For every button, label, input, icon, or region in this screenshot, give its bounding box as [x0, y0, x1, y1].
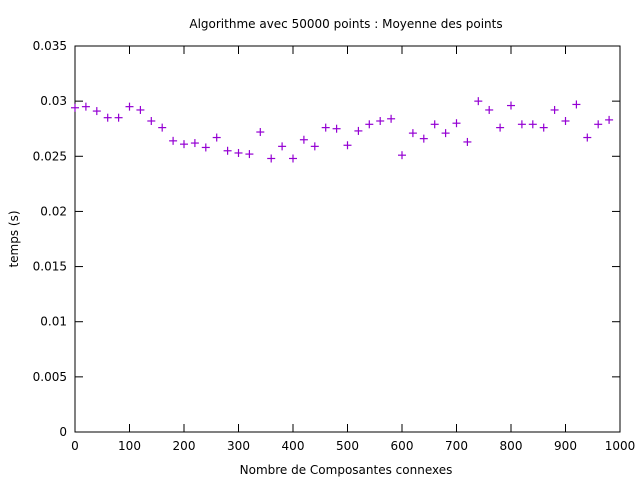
- y-tick-label: 0: [59, 425, 67, 439]
- y-axis-ticks: 0 0.005 0.01 0.015 0.02 0.025 0.03 0.035: [33, 39, 620, 439]
- data-point: [310, 142, 319, 151]
- data-point: [234, 148, 243, 157]
- data-point: [201, 143, 210, 152]
- data-point: [92, 107, 101, 116]
- data-points: [71, 97, 614, 163]
- data-point: [103, 113, 112, 122]
- x-tick-label: 700: [445, 439, 468, 453]
- data-point: [496, 123, 505, 132]
- data-point: [332, 124, 341, 133]
- data-point: [267, 154, 276, 163]
- data-point: [223, 146, 232, 155]
- data-point: [256, 128, 265, 137]
- data-point: [114, 113, 123, 122]
- data-point: [517, 120, 526, 129]
- y-tick-label: 0.015: [33, 260, 67, 274]
- x-tick-label: 1000: [605, 439, 636, 453]
- data-point: [354, 126, 363, 135]
- data-point: [605, 115, 614, 124]
- data-point: [180, 140, 188, 149]
- x-tick-label: 0: [71, 439, 79, 453]
- data-point: [594, 120, 603, 129]
- data-point: [71, 103, 79, 112]
- y-tick-label: 0.005: [33, 370, 67, 384]
- data-point: [212, 133, 221, 142]
- data-point: [485, 105, 494, 114]
- data-point: [430, 120, 439, 129]
- x-tick-label: 800: [500, 439, 523, 453]
- data-point: [452, 119, 461, 128]
- y-axis-label: temps (s): [7, 210, 21, 267]
- plot-frame: [74, 45, 621, 433]
- data-point: [474, 97, 483, 106]
- data-point: [419, 134, 428, 143]
- data-point: [550, 105, 559, 114]
- x-tick-label: 400: [282, 439, 305, 453]
- y-tick-label: 0.025: [33, 149, 67, 163]
- data-point: [245, 150, 254, 159]
- x-tick-label: 900: [554, 439, 577, 453]
- data-point: [561, 116, 570, 125]
- x-axis-ticks: 0 100 200 300 400 500 600 700 800 900 1000: [71, 46, 635, 453]
- data-point: [463, 137, 472, 146]
- chart-title: Algorithme avec 50000 points : Moyenne d…: [189, 17, 502, 31]
- x-tick-label: 300: [227, 439, 250, 453]
- data-point: [125, 102, 134, 111]
- data-point: [365, 120, 374, 129]
- x-axis-label: Nombre de Composantes connexes: [240, 463, 453, 477]
- data-point: [398, 151, 406, 160]
- data-point: [343, 141, 352, 150]
- x-tick-label: 600: [391, 439, 414, 453]
- data-point: [408, 129, 417, 138]
- data-point: [528, 120, 537, 129]
- data-point: [507, 101, 515, 110]
- data-point: [278, 142, 287, 151]
- data-point: [441, 129, 450, 138]
- data-point: [321, 123, 330, 132]
- x-tick-label: 500: [336, 439, 359, 453]
- data-point: [539, 123, 548, 132]
- data-point: [572, 100, 581, 109]
- data-point: [81, 102, 90, 111]
- data-point: [299, 135, 308, 144]
- data-point: [158, 123, 167, 132]
- data-point: [376, 116, 385, 125]
- data-point: [190, 139, 199, 148]
- y-tick-label: 0.02: [40, 204, 67, 218]
- x-tick-label: 100: [118, 439, 141, 453]
- x-tick-label: 200: [173, 439, 196, 453]
- y-tick-label: 0.01: [40, 315, 67, 329]
- data-point: [136, 105, 145, 114]
- y-tick-label: 0.03: [40, 94, 67, 108]
- data-point: [583, 133, 592, 142]
- data-point: [147, 116, 156, 125]
- data-point: [387, 114, 396, 123]
- y-tick-label: 0.035: [33, 39, 67, 53]
- data-point: [289, 154, 297, 163]
- data-point: [169, 136, 178, 145]
